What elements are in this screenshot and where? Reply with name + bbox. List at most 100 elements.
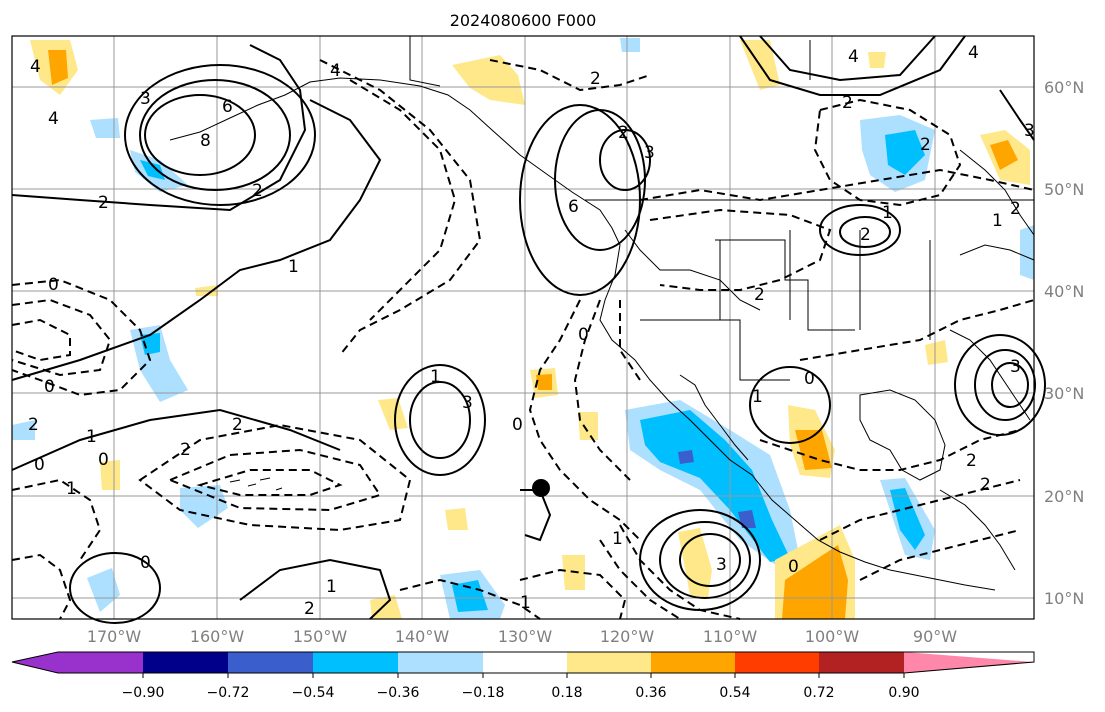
anomaly-fill-strong-positive: [990, 140, 1018, 170]
anomaly-fill-strong-negative: [140, 160, 165, 180]
contour-label: 3: [140, 89, 151, 109]
latitude-label: 40°N: [1044, 282, 1084, 301]
contour-label: 1: [992, 211, 1003, 231]
contour-label: 0: [140, 553, 151, 573]
anomaly-fill-positive: [925, 340, 948, 365]
contour-label: 2: [180, 440, 191, 460]
longitude-label: 150°W: [293, 627, 348, 646]
anomaly-fill-negative: [1020, 225, 1034, 280]
longitude-label: 90°W: [913, 627, 957, 646]
contour-label: 6: [568, 197, 579, 217]
anomaly-fill-positive: [378, 398, 408, 430]
anomaly-fill-positive: [100, 460, 120, 490]
colorbar-segment: [143, 652, 228, 673]
contour-label: 2: [920, 135, 931, 155]
map-title: 2024080600 F000: [450, 11, 597, 30]
colorbar-segment: [398, 652, 483, 673]
colorbar-segment: [313, 652, 398, 673]
contour-label: 3: [644, 143, 655, 163]
contour-label: 2: [28, 415, 39, 435]
colorbar-tick-label: 0.72: [803, 685, 834, 701]
contour-label: 1: [752, 387, 763, 407]
longitude-label: 100°W: [805, 627, 860, 646]
anomaly-fill-positive: [445, 508, 468, 530]
contour-label: 3: [1010, 357, 1021, 377]
anomaly-fill-positive: [452, 55, 525, 105]
latitude-axis: 60°N 50°N 40°N 30°N 20°N 10°N: [1044, 78, 1084, 608]
contour-label: 1: [612, 529, 623, 549]
colorbar-outline: [11, 651, 1035, 674]
contour-label: 3: [462, 393, 473, 413]
colorbar-segment: [819, 652, 904, 673]
contour-label: 1: [288, 257, 299, 277]
contour-labels: 4 3 6 8 2 2 2 2 4 3 2 4 6 4 1 2 1 0 0 1 …: [28, 43, 1035, 619]
longitude-label: 140°W: [395, 627, 450, 646]
contour-label: 0: [34, 455, 45, 475]
longitude-label: 130°W: [498, 627, 553, 646]
latitude-label: 20°N: [1044, 487, 1084, 506]
contour-label: 0: [788, 557, 799, 577]
anomaly-fill-positive: [868, 52, 886, 68]
contour-label: 0: [578, 325, 589, 345]
anomaly-fill-positive: [370, 595, 402, 619]
contour-label: 2: [842, 93, 853, 113]
colorbar-tick-label: −0.18: [462, 685, 505, 701]
latitude-label: 10°N: [1044, 589, 1084, 608]
colorbar-tick-label: 0.36: [635, 685, 666, 701]
colorbar-segment: [228, 652, 313, 673]
longitude-label: 170°W: [87, 627, 142, 646]
contour-label: 1: [430, 367, 441, 387]
negative-contours: [11, 59, 1035, 620]
contour-label: 0: [44, 377, 55, 397]
map-panel: 4 3 6 8 2 2 2 2 4 3 2 4 6 4 1 2 1 0 0 1 …: [11, 35, 1046, 624]
anomaly-fill-strong-negative: [890, 488, 925, 550]
anomaly-fill-negative: [620, 38, 640, 52]
contour-label: 1: [520, 593, 531, 613]
contour-label: 1: [882, 203, 893, 223]
contour-label: 4: [848, 47, 859, 67]
anomaly-fill-strong-negative: [452, 580, 488, 612]
anomaly-fill-strong-positive: [536, 374, 552, 390]
anomaly-fill-negative: [12, 420, 35, 440]
anomaly-fill-strong-negative: [140, 333, 160, 355]
contour-label: 2: [966, 451, 977, 471]
contour-label: 0: [48, 275, 59, 295]
contour-label: 3: [1024, 121, 1035, 141]
contour-label: 2: [252, 181, 263, 201]
anomaly-fill-negative: [87, 568, 120, 612]
contour-label: 2: [232, 415, 243, 435]
anomaly-fill-negative: [90, 118, 120, 138]
colorbar-tick-label: −0.36: [377, 685, 420, 701]
contour-label: 0: [98, 450, 109, 470]
contour-label: 4: [330, 61, 341, 81]
contour-label: 4: [48, 109, 59, 129]
colorbar: −0.90 −0.72 −0.54 −0.36 −0.18 0.18 0.36 …: [11, 651, 1035, 701]
map-border: [11, 35, 1035, 620]
anomaly-fill-extreme-negative: [678, 450, 694, 464]
contour-label: 4: [30, 57, 41, 77]
latitude-label: 50°N: [1044, 180, 1084, 199]
colorbar-tick-label: −0.90: [122, 685, 165, 701]
anomaly-fill-strong-negative: [885, 130, 925, 175]
longitude-label: 110°W: [703, 627, 758, 646]
colorbar-segment: [483, 652, 567, 673]
contour-label: 2: [980, 475, 991, 495]
latitude-label: 60°N: [1044, 78, 1084, 97]
colorbar-segment: [58, 652, 143, 673]
contour-label: 2: [860, 225, 871, 245]
graticule: [12, 36, 1034, 619]
colorbar-tick-label: 0.18: [551, 685, 582, 701]
contour-label: 6: [222, 97, 233, 117]
colorbar-tick-label: 0.90: [888, 685, 919, 701]
contour-label: 0: [512, 415, 523, 435]
contour-label: 1: [66, 479, 77, 499]
colorbar-extend-low: [12, 652, 58, 673]
contour-label: 2: [590, 69, 601, 89]
contour-label: 2: [1010, 199, 1021, 219]
coastlines: [169, 36, 1035, 591]
latitude-label: 30°N: [1044, 384, 1084, 403]
anomaly-fill-positive: [678, 528, 712, 598]
anomaly-fill-positive: [578, 412, 598, 440]
colorbar-tick-label: 0.54: [719, 685, 750, 701]
colorbar-segment: [735, 652, 819, 673]
